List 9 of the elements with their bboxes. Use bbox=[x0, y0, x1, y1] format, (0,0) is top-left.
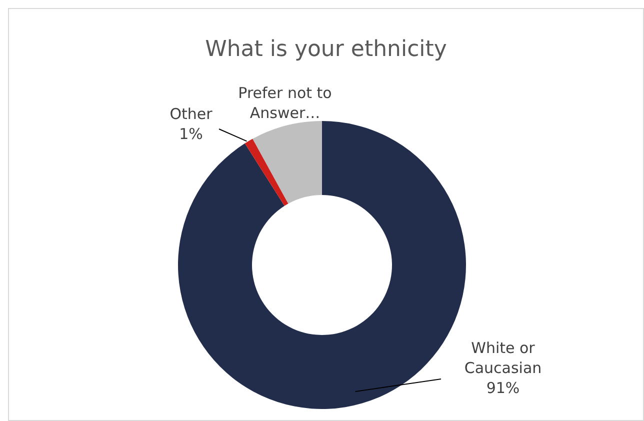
data-label: 1% bbox=[179, 125, 203, 143]
slice-label: White or Caucasian bbox=[464, 339, 542, 377]
slice-label: Other bbox=[170, 105, 214, 123]
chart-title: What is your ethnicity bbox=[204, 37, 448, 62]
data-label: 91% bbox=[486, 379, 520, 397]
donut-slice bbox=[178, 121, 466, 409]
donut-slice bbox=[244, 138, 288, 206]
donut-slice bbox=[252, 121, 322, 204]
slice-label: Prefer not to Answer… bbox=[238, 84, 332, 122]
